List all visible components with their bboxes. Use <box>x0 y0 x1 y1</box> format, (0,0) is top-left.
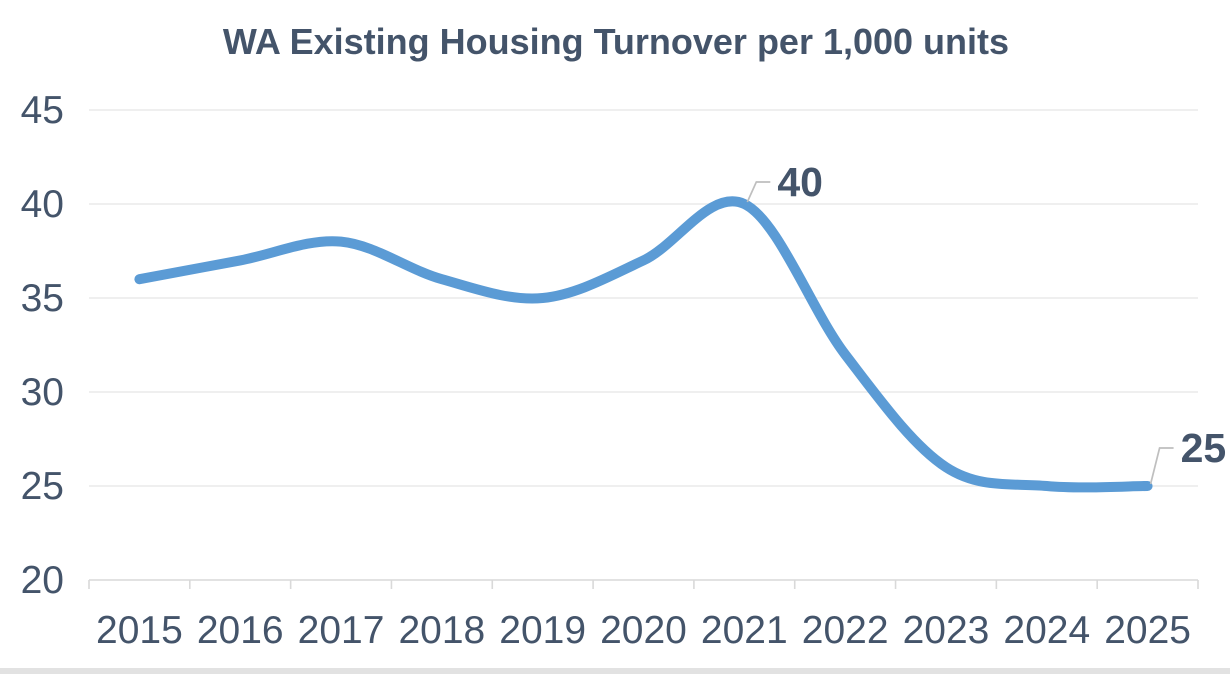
bottom-divider <box>0 668 1230 674</box>
data-label-leader-line <box>1149 447 1174 485</box>
y-tick-label: 45 <box>21 89 64 132</box>
y-axis-labels: 45 40 35 30 25 20 <box>21 89 64 602</box>
y-tick-label: 20 <box>21 559 64 602</box>
x-tick-label: 2025 <box>1104 609 1191 652</box>
x-tick-label: 2015 <box>96 609 183 652</box>
x-axis-labels: 2015 2016 2017 2018 2019 2020 2021 2022 2023 2024… <box>96 609 1191 652</box>
chart-title: WA Existing Housing Turnover per 1,000 u… <box>223 21 1009 62</box>
x-tick-label: 2017 <box>298 609 385 652</box>
data-labels: 40 25 <box>746 159 1227 485</box>
data-label-leader-line <box>746 181 771 203</box>
x-axis <box>88 579 1199 589</box>
data-label-value: 40 <box>777 159 823 205</box>
x-tick-label: 2024 <box>1003 609 1090 652</box>
data-label-value: 25 <box>1181 425 1227 471</box>
x-tick-label: 2023 <box>903 609 990 652</box>
y-tick-label: 30 <box>21 371 64 414</box>
gridlines <box>89 109 1198 487</box>
x-tick-label: 2018 <box>398 609 485 652</box>
x-tick-label: 2020 <box>600 609 687 652</box>
x-tick-label: 2022 <box>802 609 889 652</box>
series-line <box>134 196 1153 493</box>
series-curve <box>134 196 1153 493</box>
x-tick-label: 2021 <box>701 609 788 652</box>
y-tick-label: 35 <box>21 277 64 320</box>
y-tick-label: 40 <box>21 183 64 226</box>
x-tick-label: 2019 <box>499 609 586 652</box>
x-tick-label: 2016 <box>197 609 284 652</box>
y-tick-label: 25 <box>21 465 64 508</box>
